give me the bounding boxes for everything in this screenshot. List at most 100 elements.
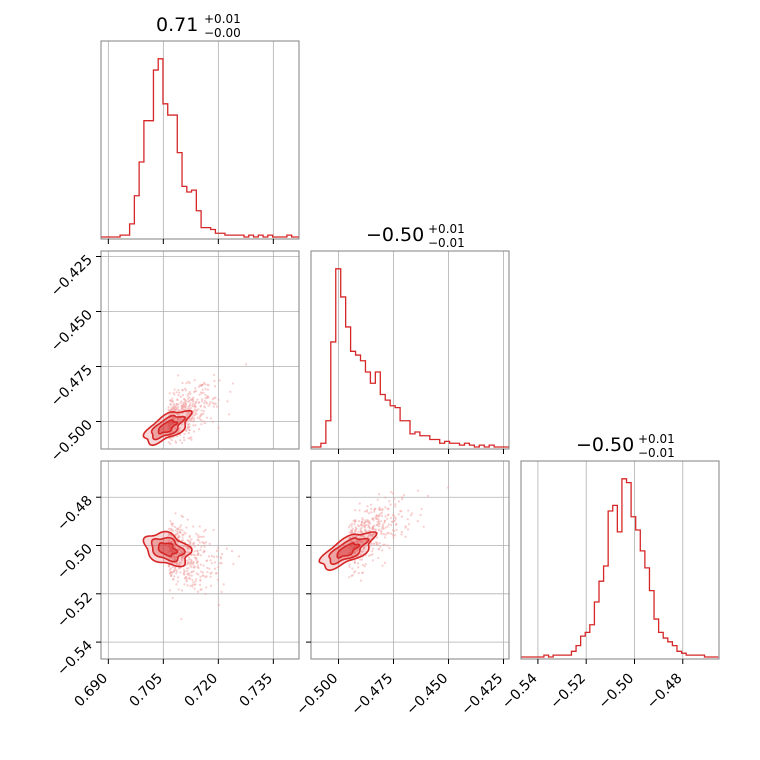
scatter-point bbox=[226, 400, 229, 403]
scatter-point bbox=[212, 373, 216, 377]
scatter-point bbox=[186, 426, 189, 430]
scatter-point bbox=[201, 413, 204, 416]
scatter-point bbox=[183, 439, 186, 442]
joint-panel-0-1 bbox=[100, 250, 300, 450]
scatter-point bbox=[170, 399, 173, 402]
scatter-point bbox=[447, 486, 450, 489]
scatter-point bbox=[177, 403, 180, 406]
scatter-point bbox=[196, 551, 200, 555]
scatter-point bbox=[383, 536, 387, 539]
scatter-point bbox=[217, 603, 221, 607]
scatter-point bbox=[173, 575, 176, 578]
scatter-point bbox=[176, 541, 179, 544]
scatter-point bbox=[193, 587, 196, 590]
scatter-point bbox=[351, 567, 354, 570]
scatter-point bbox=[172, 570, 175, 574]
x-tick-label: −0.50 bbox=[596, 671, 638, 713]
scatter-point bbox=[190, 559, 193, 562]
scatter-point bbox=[401, 496, 404, 499]
scatter-point bbox=[186, 572, 189, 576]
scatter-point bbox=[380, 530, 383, 533]
scatter-point bbox=[225, 547, 228, 550]
scatter-point bbox=[184, 407, 187, 410]
scatter-point bbox=[400, 531, 403, 534]
scatter-point bbox=[397, 500, 401, 503]
scatter-point bbox=[188, 429, 191, 432]
scatter-point bbox=[366, 510, 369, 513]
scatter-point bbox=[186, 423, 190, 426]
scatter-point bbox=[203, 401, 206, 405]
scatter-point bbox=[196, 416, 199, 419]
scatter-point bbox=[391, 520, 394, 523]
scatter-point bbox=[354, 509, 357, 512]
scatter-point bbox=[401, 497, 404, 501]
scatter-point bbox=[190, 566, 193, 569]
scatter-point bbox=[184, 389, 187, 392]
scatter-point bbox=[389, 532, 393, 535]
y-tick: −0.52 bbox=[54, 589, 101, 631]
scatter-point bbox=[171, 565, 174, 569]
scatter-point bbox=[363, 521, 366, 524]
scatter-point bbox=[204, 387, 207, 391]
scatter-point bbox=[194, 583, 197, 586]
scatter-point bbox=[384, 506, 387, 509]
y-tick-label: −0.475 bbox=[48, 362, 96, 410]
scatter-point bbox=[177, 430, 180, 434]
scatter-point bbox=[168, 392, 171, 395]
scatter-point bbox=[188, 390, 191, 394]
scatter-point bbox=[205, 586, 208, 589]
panel-frame bbox=[310, 460, 510, 660]
scatter-point bbox=[201, 383, 204, 386]
scatter-point bbox=[178, 561, 181, 564]
scatter-point bbox=[200, 570, 203, 573]
y-tick: −0.450 bbox=[48, 307, 101, 355]
scatter-point bbox=[363, 524, 366, 527]
panel-title-0: 0.71 +0.01−0.00 bbox=[156, 12, 241, 40]
scatter-point bbox=[382, 532, 385, 536]
scatter-point bbox=[192, 570, 195, 573]
scatter-point bbox=[185, 545, 188, 548]
scatter-point bbox=[348, 563, 351, 566]
scatter-point bbox=[213, 379, 216, 383]
scatter-point bbox=[359, 558, 362, 561]
scatter-point bbox=[185, 412, 188, 415]
scatter-point bbox=[186, 584, 189, 587]
scatter-point bbox=[381, 564, 384, 567]
scatter-point bbox=[175, 556, 178, 559]
scatter-point bbox=[199, 391, 203, 394]
scatter-point bbox=[181, 393, 185, 397]
contour-inner bbox=[336, 542, 361, 559]
scatter-point bbox=[355, 527, 358, 530]
scatter-point bbox=[382, 527, 385, 531]
scatter-point bbox=[350, 531, 353, 535]
scatter-point bbox=[237, 555, 240, 558]
scatter-point bbox=[200, 545, 203, 549]
scatter-point bbox=[188, 535, 191, 539]
panel-frame bbox=[100, 250, 300, 450]
scatter-point bbox=[388, 500, 391, 503]
scatter-point bbox=[394, 505, 397, 508]
scatter-point bbox=[174, 558, 177, 561]
contour-inner bbox=[157, 419, 179, 435]
scatter-point bbox=[199, 575, 202, 579]
scatter-point bbox=[181, 536, 184, 539]
scatter-point bbox=[357, 530, 360, 533]
y-tick-label: −0.48 bbox=[54, 493, 96, 535]
scatter-point bbox=[179, 531, 182, 535]
scatter-point bbox=[380, 514, 384, 518]
scatter-point bbox=[348, 531, 351, 534]
scatter-point bbox=[213, 567, 217, 570]
scatter-point bbox=[197, 566, 200, 569]
scatter-point bbox=[212, 405, 215, 408]
scatter-point bbox=[384, 496, 387, 499]
scatter-point bbox=[175, 572, 178, 575]
x-tick-label: 0.735 bbox=[236, 671, 276, 711]
scatter-point bbox=[192, 396, 195, 399]
scatter-point bbox=[185, 580, 188, 583]
scatter-point bbox=[353, 529, 356, 533]
scatter-point bbox=[374, 528, 378, 531]
scatter-point bbox=[175, 570, 179, 573]
scatter-point bbox=[172, 391, 175, 395]
scatter-point bbox=[198, 535, 202, 538]
scatter-point bbox=[244, 363, 248, 366]
